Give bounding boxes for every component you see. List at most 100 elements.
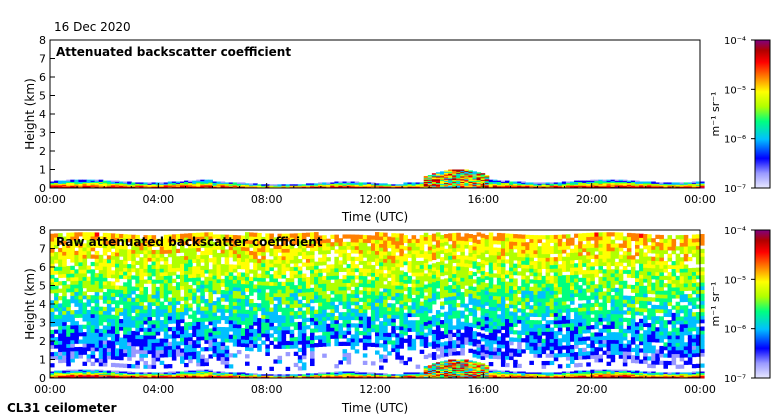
- heat-cell: [204, 302, 209, 307]
- heat-cell: [683, 185, 689, 187]
- heat-cell: [110, 373, 116, 375]
- heat-cell: [537, 184, 543, 186]
- heat-cell: [269, 185, 274, 187]
- heat-cell: [257, 273, 262, 278]
- heat-cell: [423, 240, 429, 245]
- heat-cell: [460, 179, 465, 182]
- heat-cell: [74, 328, 79, 333]
- heat-cell: [415, 298, 421, 303]
- heat-cell: [151, 279, 157, 284]
- heat-cell: [82, 235, 88, 241]
- heat-cell: [565, 185, 571, 187]
- heat-cell: [163, 338, 169, 343]
- heat-cell: [342, 330, 348, 335]
- heat-cell: [452, 178, 457, 181]
- heat-cell: [322, 316, 327, 321]
- heat-cell: [411, 257, 417, 262]
- heat-cell: [78, 239, 83, 244]
- heat-cell: [236, 305, 242, 310]
- heat-cell: [358, 185, 364, 187]
- heat-cell: [135, 268, 140, 273]
- heat-cell: [66, 310, 71, 315]
- heat-cell: [338, 241, 343, 247]
- heat-cell: [310, 250, 315, 256]
- heat-cell: [155, 242, 161, 247]
- heat-cell: [314, 313, 319, 318]
- heat-cell: [643, 181, 648, 183]
- heat-cell: [82, 258, 88, 263]
- heat-cell: [196, 372, 201, 374]
- heat-cell: [440, 331, 445, 336]
- heat-cell: [115, 372, 120, 374]
- heat-cell: [261, 296, 266, 301]
- heat-cell: [346, 271, 352, 276]
- heat-cell: [289, 374, 295, 376]
- heat-cell: [236, 320, 242, 325]
- heat-cell: [143, 249, 148, 255]
- heat-cell: [78, 306, 83, 311]
- heat-cell: [123, 374, 128, 376]
- heat-cell: [50, 355, 55, 360]
- heat-cell: [614, 181, 620, 183]
- heat-cell: [257, 258, 262, 264]
- heat-cell: [452, 332, 457, 338]
- heat-cell: [135, 301, 140, 306]
- heat-cell: [456, 376, 461, 378]
- heat-cell: [440, 271, 445, 277]
- heat-cell: [440, 364, 445, 366]
- heat-cell: [216, 181, 222, 183]
- heat-cell: [285, 340, 291, 346]
- heat-cell: [90, 236, 96, 241]
- heat-cell: [50, 318, 55, 323]
- heat-cell: [468, 181, 473, 183]
- heat-cell: [318, 290, 323, 296]
- heat-cell: [448, 274, 453, 279]
- heat-cell: [119, 184, 124, 186]
- heat-cell: [119, 374, 124, 376]
- heat-cell: [94, 373, 100, 375]
- heat-cell: [435, 174, 441, 176]
- heat-cell: [614, 185, 620, 187]
- heat-cell: [70, 374, 75, 376]
- heat-cell: [289, 185, 295, 187]
- heat-cell: [192, 321, 197, 326]
- heat-cell: [228, 286, 234, 291]
- heat-cell: [354, 286, 360, 291]
- heat-cell: [82, 276, 88, 281]
- heat-cell: [265, 296, 270, 301]
- heat-cell: [358, 308, 364, 313]
- heat-cell: [452, 180, 457, 183]
- heat-cell: [310, 332, 315, 337]
- heat-cell: [322, 373, 327, 375]
- heat-cell: [269, 314, 274, 320]
- heat-cell: [123, 345, 128, 350]
- heat-cell: [431, 322, 437, 327]
- heat-cell: [342, 267, 348, 272]
- heat-cell: [54, 240, 59, 246]
- heat-cell: [240, 257, 246, 262]
- heat-cell: [66, 375, 71, 377]
- heat-cell: [435, 239, 441, 244]
- heat-cell: [431, 182, 437, 184]
- heat-cell: [366, 186, 372, 188]
- heat-cell: [163, 256, 169, 262]
- heat-cell: [460, 359, 465, 361]
- heat-cell: [184, 270, 189, 275]
- heat-cell: [151, 360, 157, 366]
- colorbar-tick-label: 10⁻⁶: [724, 135, 746, 146]
- heat-cell: [180, 311, 185, 316]
- colorbar-ticks-1: 10⁻⁷10⁻⁶10⁻⁵10⁻⁴: [724, 36, 755, 195]
- heat-cell: [204, 361, 209, 367]
- heat-cell: [379, 247, 384, 252]
- heat-cell: [427, 264, 433, 269]
- heat-cell: [326, 323, 331, 328]
- heat-cell: [383, 295, 388, 300]
- heat-cell: [78, 295, 83, 300]
- heat-cell: [456, 288, 461, 293]
- heat-cell: [431, 175, 437, 178]
- heat-cell: [102, 374, 108, 376]
- heat-cell: [391, 314, 396, 319]
- heat-cell: [115, 233, 120, 238]
- heat-cell: [245, 343, 250, 348]
- heat-cell: [334, 323, 339, 328]
